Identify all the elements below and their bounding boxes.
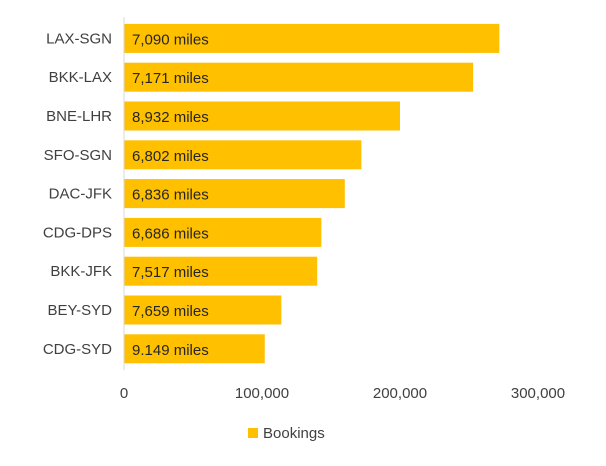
data-label: 6,686 miles (132, 225, 209, 242)
category-label: LAX-SGN (46, 30, 112, 47)
data-label: 7,171 miles (132, 70, 209, 87)
bar-sfo-sgn (124, 140, 362, 170)
category-label: BKK-LAX (49, 69, 112, 86)
bar-bkk-lax (124, 62, 474, 92)
category-label: BEY-SYD (48, 302, 113, 319)
category-label: SFO-SGN (44, 147, 112, 164)
bar-bey-syd (124, 295, 282, 325)
legend: Bookings (248, 425, 325, 442)
data-label: 7,090 miles (132, 31, 209, 48)
data-labels: 7,090 miles 7,171 miles 8,932 miles 6,802 m… (132, 31, 209, 358)
category-label: BNE-LHR (46, 108, 112, 125)
data-label: 6,836 miles (132, 187, 209, 204)
data-label: 7,659 miles (132, 303, 209, 320)
bars-group (124, 23, 500, 364)
category-labels: LAX-SGN BKK-LAX BNE-LHR SFO-SGN DAC-JFK CDG-D… (43, 30, 112, 357)
data-label: 7,517 miles (132, 264, 209, 281)
bar-bne-lhr (124, 101, 400, 131)
value-axis-tick-labels: 0 100,000 200,000 300,000 (120, 385, 565, 402)
data-label: 8,932 miles (132, 109, 209, 126)
value-axis-tick-label: 300,000 (511, 385, 565, 402)
value-axis-tick-label: 0 (120, 385, 128, 402)
legend-swatch (248, 428, 258, 438)
data-label: 6,802 miles (132, 148, 209, 165)
legend-label: Bookings (263, 425, 325, 442)
value-axis-tick-label: 200,000 (373, 385, 427, 402)
value-axis-tick-label: 100,000 (235, 385, 289, 402)
category-label: BKK-JFK (50, 263, 112, 280)
bar-cdg-dps (124, 217, 322, 247)
data-label: 9.149 miles (132, 342, 209, 359)
category-label: CDG-DPS (43, 224, 112, 241)
bar-dac-jfk (124, 179, 345, 209)
bar-cdg-syd (124, 334, 265, 364)
bar-lax-sgn (124, 23, 500, 53)
category-label: DAC-JFK (49, 186, 112, 203)
bar-bkk-jfk (124, 256, 318, 286)
category-label: CDG-SYD (43, 341, 112, 358)
